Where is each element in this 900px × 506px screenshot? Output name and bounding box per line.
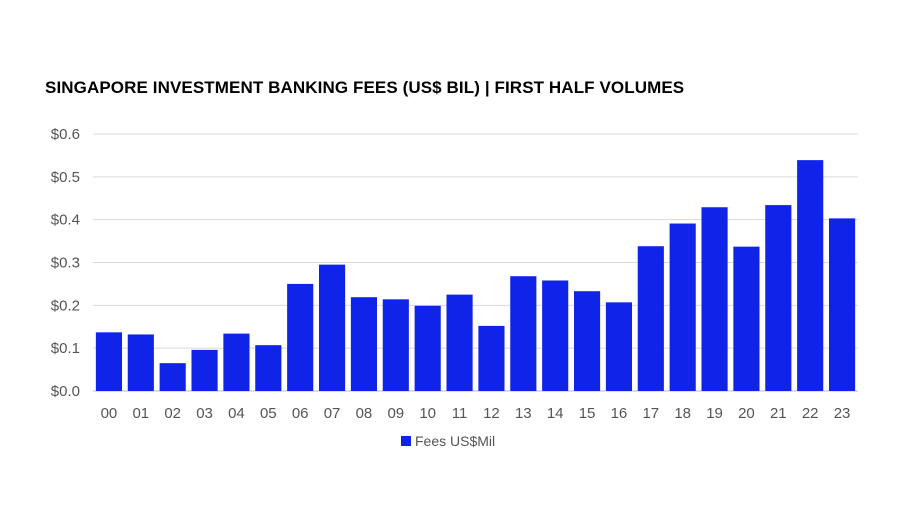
x-tick-label: 13 [515,405,532,422]
bar [733,246,760,391]
x-tick-label: 06 [292,405,309,422]
x-tick-label: 03 [196,405,213,422]
chart-title: SINGAPORE INVESTMENT BANKING FEES (US$ B… [45,78,685,97]
x-tick-label: 12 [483,405,500,422]
x-tick-label: 07 [324,405,341,422]
bar [159,363,186,391]
x-tick-label: 05 [260,405,277,422]
bar [318,264,346,391]
y-tick-label: $0.0 [51,383,80,400]
legend-label: Fees US$Mil [415,433,495,449]
x-tick-label: 21 [770,405,787,422]
bar [255,345,282,391]
bar [478,325,505,391]
bar [605,302,633,391]
y-tick-label: $0.3 [51,255,80,272]
bar [573,291,601,391]
bar [414,305,441,391]
x-tick-label: 15 [579,405,596,422]
y-tick-label: $0.1 [51,340,80,357]
x-tick-label: 19 [706,405,723,422]
bar [350,297,378,391]
bar [446,294,473,391]
bar [382,299,409,391]
x-tick-label: 16 [611,405,628,422]
x-tick-label: 04 [228,405,245,422]
y-tick-label: $0.2 [51,297,80,314]
x-tick-label: 20 [738,405,755,422]
bar [765,205,792,391]
bar [127,334,154,391]
y-tick-label: $0.6 [51,126,80,143]
y-tick-label: $0.5 [51,169,80,186]
x-tick-label: 00 [101,405,118,422]
bar [828,218,856,391]
x-tick-label: 09 [387,405,404,422]
bar [542,280,569,391]
x-tick-label: 23 [834,405,851,422]
legend-swatch [401,436,411,446]
bar [797,160,824,391]
bar [287,283,314,391]
x-tick-label: 18 [674,405,691,422]
bar [191,349,218,391]
y-tick-label: $0.4 [51,212,80,229]
x-tick-label: 02 [164,405,181,422]
bar [637,246,664,391]
x-tick-label: 17 [642,405,659,422]
bar [223,333,250,391]
bar [95,332,123,391]
x-tick-label: 14 [547,405,564,422]
x-tick-label: 08 [356,405,373,422]
x-tick-label: 01 [132,405,149,422]
bar [510,276,537,391]
bar [701,207,728,391]
bar [669,223,696,391]
x-tick-label: 11 [452,405,468,422]
x-tick-label: 10 [419,405,436,422]
x-tick-label: 22 [802,405,819,422]
